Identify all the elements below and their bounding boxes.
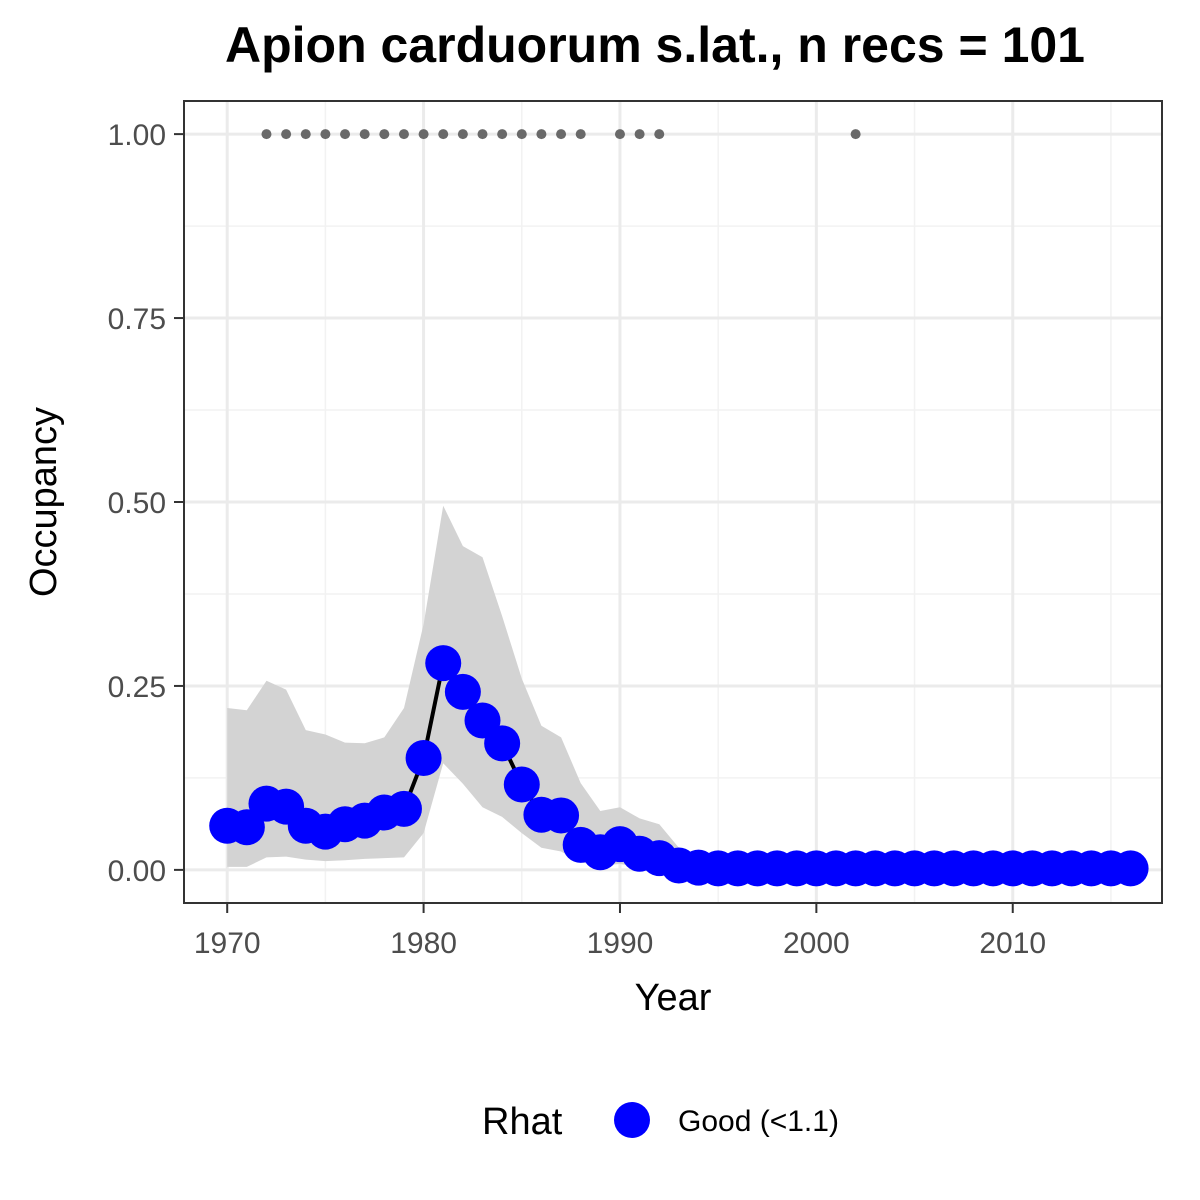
occupancy-point (444, 673, 481, 710)
record-point (300, 129, 311, 140)
x-tick-label: 2010 (979, 927, 1046, 960)
ribbon-area (227, 505, 1131, 870)
record-point (359, 129, 370, 140)
record-point (556, 129, 567, 140)
y-tick-label: 0.75 (108, 303, 166, 336)
credible-interval-ribbon (227, 505, 1131, 870)
record-point (516, 129, 527, 140)
legend-key-good (614, 1102, 650, 1138)
legend-title: Rhat (482, 1101, 563, 1143)
record-point (614, 129, 625, 140)
record-point (281, 129, 292, 140)
y-tick-label: 0.25 (108, 671, 166, 704)
occupancy-point (228, 809, 265, 846)
y-tick-label: 0.50 (108, 487, 166, 520)
record-point (398, 129, 409, 140)
chart-title: Apion carduorum s.lat., n recs = 101 (225, 17, 1085, 73)
occupancy-point (385, 790, 422, 827)
occupancy-point (484, 725, 521, 762)
record-point (438, 129, 449, 140)
occupancy-point (503, 766, 540, 803)
record-point (497, 129, 508, 140)
record-point (850, 129, 861, 140)
record-point (320, 129, 331, 140)
occupancy-point (425, 645, 462, 682)
x-axis: 1970 1980 1990 2000 2010 (194, 903, 1046, 960)
record-point (477, 129, 488, 140)
y-tick-label: 0.00 (108, 855, 166, 888)
record-point (379, 129, 390, 140)
legend: Rhat Good (<1.1) (482, 1101, 839, 1143)
legend-label-good: Good (<1.1) (678, 1105, 839, 1138)
record-point (340, 129, 351, 140)
occupancy-points (209, 645, 1149, 887)
x-tick-label: 2000 (783, 927, 850, 960)
record-years (261, 129, 861, 140)
x-tick-label: 1970 (194, 927, 261, 960)
record-point (261, 129, 272, 140)
y-axis: 0.00 0.25 0.50 0.75 1.00 (108, 119, 184, 888)
x-axis-title: Year (635, 977, 712, 1019)
grid-major (184, 101, 1162, 903)
y-tick-label: 1.00 (108, 119, 166, 152)
x-tick-label: 1980 (390, 927, 457, 960)
record-point (536, 129, 547, 140)
occupancy-point (405, 740, 442, 777)
record-point (634, 129, 645, 140)
record-point (418, 129, 429, 140)
record-point (575, 129, 586, 140)
record-point (654, 129, 665, 140)
y-axis-title: Occupancy (23, 407, 65, 597)
occupancy-point (1112, 850, 1149, 887)
x-tick-label: 1990 (587, 927, 654, 960)
occupancy-point (543, 797, 580, 834)
record-point (457, 129, 468, 140)
